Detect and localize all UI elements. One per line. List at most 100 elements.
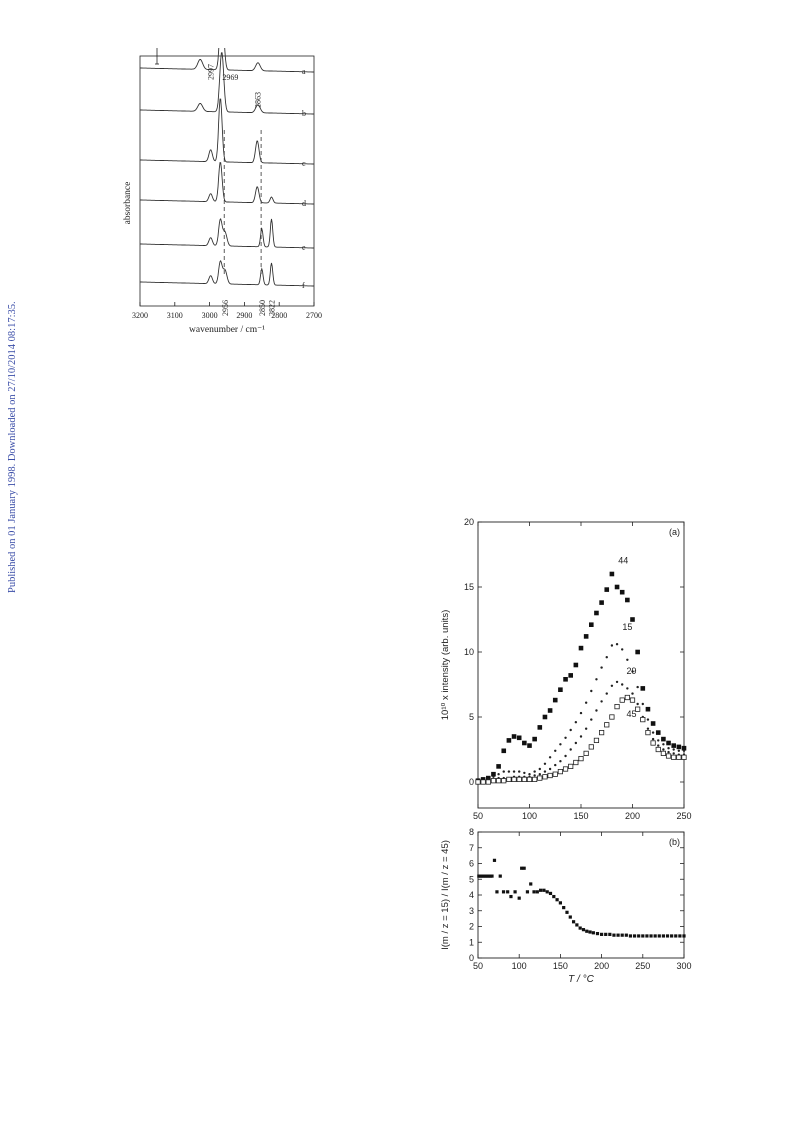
data-point [506, 776, 512, 783]
data-point [605, 692, 608, 695]
data-point [563, 677, 568, 682]
data-point [571, 920, 576, 924]
y-tick-label: 8 [469, 827, 474, 837]
series-ratio [477, 858, 686, 938]
data-point [516, 776, 522, 783]
data-point [616, 933, 620, 937]
data-point [672, 748, 675, 751]
data-point [676, 754, 682, 760]
data-point [490, 778, 497, 784]
data-point [520, 866, 524, 870]
ir-spectrum-f [140, 259, 314, 287]
data-point [529, 882, 533, 886]
x-tick-label: 150 [553, 961, 568, 971]
x-tick-label: 200 [594, 961, 609, 971]
data-point [682, 934, 686, 938]
data-point [517, 896, 521, 900]
data-point [547, 708, 553, 713]
data-point [621, 648, 624, 651]
data-point [545, 890, 549, 894]
data-point [619, 697, 625, 703]
ir-x-tick-label: 3200 [132, 311, 148, 320]
data-point [548, 756, 552, 759]
data-point [584, 727, 588, 730]
data-point [475, 779, 481, 785]
data-point [533, 774, 536, 777]
data-point [594, 610, 599, 616]
data-point [635, 706, 641, 712]
data-point [653, 934, 657, 938]
y-tick-label: 3 [469, 906, 474, 916]
data-point [564, 736, 567, 739]
data-point [632, 934, 637, 938]
data-point [676, 744, 682, 750]
series-44 [475, 571, 687, 783]
x-tick-label: 300 [676, 961, 691, 971]
data-point [568, 673, 573, 678]
ir-spectra-chart: 3200 3100 3000 2900 2800 2700 wavenumber / cm⁻… [123, 48, 322, 335]
data-point [662, 748, 665, 751]
data-point [537, 775, 543, 781]
data-point [612, 933, 616, 937]
data-point [624, 694, 630, 701]
data-point [539, 888, 543, 892]
data-point [497, 773, 500, 776]
ir-peak-label: 2850 [258, 300, 267, 316]
series-label: 15 [622, 622, 632, 632]
ir-peak-label: 2863 [253, 92, 262, 108]
data-point [615, 643, 619, 646]
data-point [626, 687, 629, 690]
x-tick-label: 250 [635, 961, 650, 971]
data-point [509, 894, 513, 899]
ir-x-tick-label: 2900 [236, 311, 252, 320]
data-point [482, 874, 486, 878]
data-point [564, 754, 567, 758]
data-point [552, 771, 558, 777]
data-point [480, 874, 484, 878]
data-point [609, 571, 615, 577]
data-point [650, 721, 656, 726]
data-point [537, 725, 543, 730]
data-point [604, 587, 610, 592]
data-point [681, 754, 687, 760]
x-tick-label: 250 [676, 811, 691, 821]
ir-series-label-a: a [302, 67, 306, 76]
data-point [636, 685, 639, 689]
data-point [595, 931, 600, 936]
data-point [645, 706, 651, 712]
panel-label: (b) [669, 837, 680, 847]
data-point [496, 764, 501, 769]
data-point [665, 934, 670, 938]
ir-x-tick-label: 2800 [271, 311, 287, 320]
data-point [657, 934, 661, 938]
data-point [558, 687, 563, 692]
data-point [631, 670, 634, 673]
x-tick-label: 50 [473, 811, 483, 821]
data-point [579, 735, 583, 738]
data-point [559, 760, 562, 763]
data-point [589, 622, 594, 627]
x-tick-label: 100 [512, 961, 527, 971]
data-point [574, 741, 578, 745]
data-point [492, 775, 495, 778]
download-stamp: Published on 01 January 1998. Downloaded… [7, 301, 18, 593]
data-point [518, 770, 521, 773]
ir-series-label-f: f [302, 281, 305, 290]
data-point [548, 767, 552, 771]
data-point [565, 910, 569, 914]
data-point [478, 874, 483, 878]
data-point [578, 645, 584, 651]
data-point [670, 934, 674, 938]
data-point [598, 729, 605, 736]
y-tick-label: 5 [469, 712, 474, 722]
data-point [521, 776, 527, 783]
y-tick-label: 1 [469, 937, 474, 947]
data-point [581, 928, 586, 932]
series-15 [476, 643, 686, 782]
ir-spectrum-b [140, 52, 314, 115]
data-point [513, 890, 517, 894]
data-point [660, 750, 666, 756]
data-point [532, 736, 537, 742]
data-point [620, 933, 624, 937]
data-point [608, 932, 612, 936]
